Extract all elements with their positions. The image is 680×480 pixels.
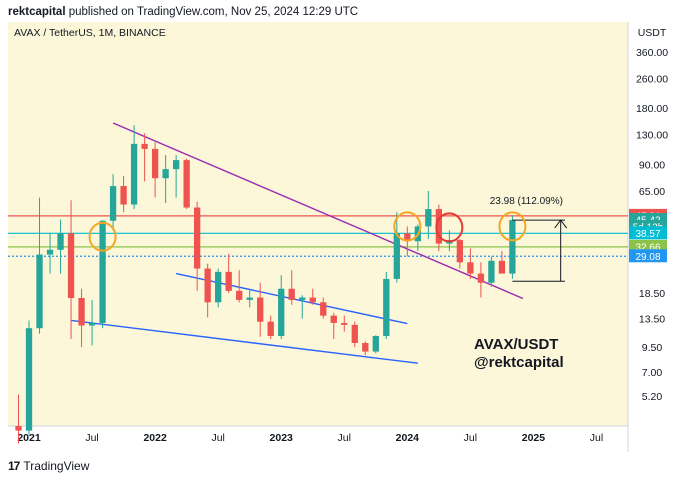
candle-body: [57, 233, 64, 250]
candle-body: [15, 426, 22, 431]
candle-body: [36, 254, 43, 329]
candle-body: [372, 335, 379, 352]
candle-body: [183, 160, 190, 208]
y-tick-label: 13.50: [639, 314, 665, 326]
price-label-box: [629, 249, 667, 263]
highlight-circle: [498, 211, 527, 242]
y-tick-label: 90.00: [639, 159, 665, 171]
candle-body: [141, 143, 148, 149]
candle-body: [362, 343, 369, 352]
y-tick-label: 260.00: [636, 73, 668, 85]
candle-body: [351, 324, 358, 344]
candle-body: [330, 315, 337, 323]
y-tick-label: 65.00: [639, 186, 665, 198]
highlight-circle: [88, 221, 117, 252]
trendline-falling-wedge-lower: [70, 319, 418, 364]
candlestick-chart[interactable]: USDT 360.00 260.00 180.00 130.00 90.00 65.00 18…: [8, 22, 674, 452]
x-tick-label: Jul: [211, 432, 224, 444]
measure-label: 23.98 (112.09%): [490, 196, 563, 207]
candle-body: [162, 169, 169, 179]
chart-annotation: @rektcapital: [474, 354, 564, 371]
candle-body: [99, 220, 106, 323]
candle-body: [204, 268, 211, 303]
trendline-descending-resistance: [112, 122, 524, 300]
candle-body: [46, 249, 54, 255]
measure-arrowhead: [554, 219, 568, 229]
candle-body: [194, 207, 201, 269]
price-label: 32.66: [635, 242, 660, 253]
candle-body: [467, 262, 474, 274]
candle-body: [278, 288, 285, 336]
candle-body: [236, 290, 243, 300]
x-tick-label: 2023: [270, 432, 294, 444]
candle-body: [78, 298, 85, 326]
candle-body: [172, 160, 180, 170]
candle-body: [341, 322, 348, 325]
candle-body: [509, 220, 516, 274]
candle-body: [309, 297, 316, 303]
candle-body: [109, 186, 117, 221]
y-tick-label: 7.00: [642, 367, 663, 379]
x-tick-label: Jul: [338, 432, 351, 444]
x-tick-label: 2025: [522, 432, 546, 444]
tradingview-brand[interactable]: TradingView: [23, 459, 90, 473]
tradingview-footer: 17 TradingView: [8, 459, 89, 473]
chart-annotation: AVAX/USDT: [474, 336, 558, 353]
candle-body: [130, 143, 138, 205]
tradingview-logo-icon: 17: [8, 459, 20, 473]
candle-body: [393, 233, 400, 279]
candle-body: [267, 321, 274, 336]
price-label-box: [629, 226, 667, 240]
chart-area[interactable]: USDT 360.00 260.00 180.00 130.00 90.00 65.00 18…: [8, 22, 674, 452]
x-tick-label: Jul: [590, 432, 603, 444]
price-label: 38.57: [635, 229, 660, 240]
candle-body: [88, 322, 96, 326]
y-axis-unit: USDT: [638, 27, 667, 39]
candle-body: [456, 240, 464, 263]
price-label: 29.08: [635, 252, 660, 263]
candle-body: [25, 328, 33, 431]
candle-body: [67, 233, 75, 299]
highlight-circle: [435, 212, 464, 243]
candle-body: [246, 297, 253, 300]
publisher-header: rektcapital published on TradingView.com…: [8, 6, 358, 18]
x-tick-label: 2022: [143, 432, 167, 444]
candle-body: [225, 271, 232, 291]
candle-body: [215, 271, 222, 303]
y-tick-label: 180.00: [636, 103, 668, 115]
y-tick-label: 18.50: [639, 288, 665, 300]
candle-body: [120, 186, 127, 205]
x-tick-label: 2024: [396, 432, 420, 444]
y-tick-label: 130.00: [636, 130, 668, 142]
chart-title: AVAX / TetherUS, 1M, BINANCE: [14, 27, 166, 39]
candle-body: [425, 209, 432, 227]
highlight-circle: [393, 211, 422, 242]
candle-body: [498, 260, 506, 274]
x-tick-label: Jul: [85, 432, 98, 444]
y-tick-label: 360.00: [636, 47, 668, 59]
publisher-name[interactable]: rektcapital: [8, 6, 66, 18]
candle-body: [488, 260, 495, 283]
y-tick-label: 5.20: [642, 391, 663, 403]
candle-body: [151, 148, 159, 179]
candle-body: [257, 297, 264, 322]
candle-body: [404, 233, 411, 242]
candle-body: [435, 209, 442, 244]
x-tick-label: Jul: [464, 432, 477, 444]
candle-body: [288, 288, 295, 300]
candle-body: [299, 297, 306, 300]
x-tick-label: 2021: [17, 432, 41, 444]
candle-body: [477, 273, 485, 283]
candle-body: [320, 302, 327, 316]
publish-info: published on TradingView.com, Nov 25, 20…: [68, 6, 359, 18]
candle-body: [383, 278, 390, 336]
y-tick-label: 9.50: [642, 342, 663, 354]
